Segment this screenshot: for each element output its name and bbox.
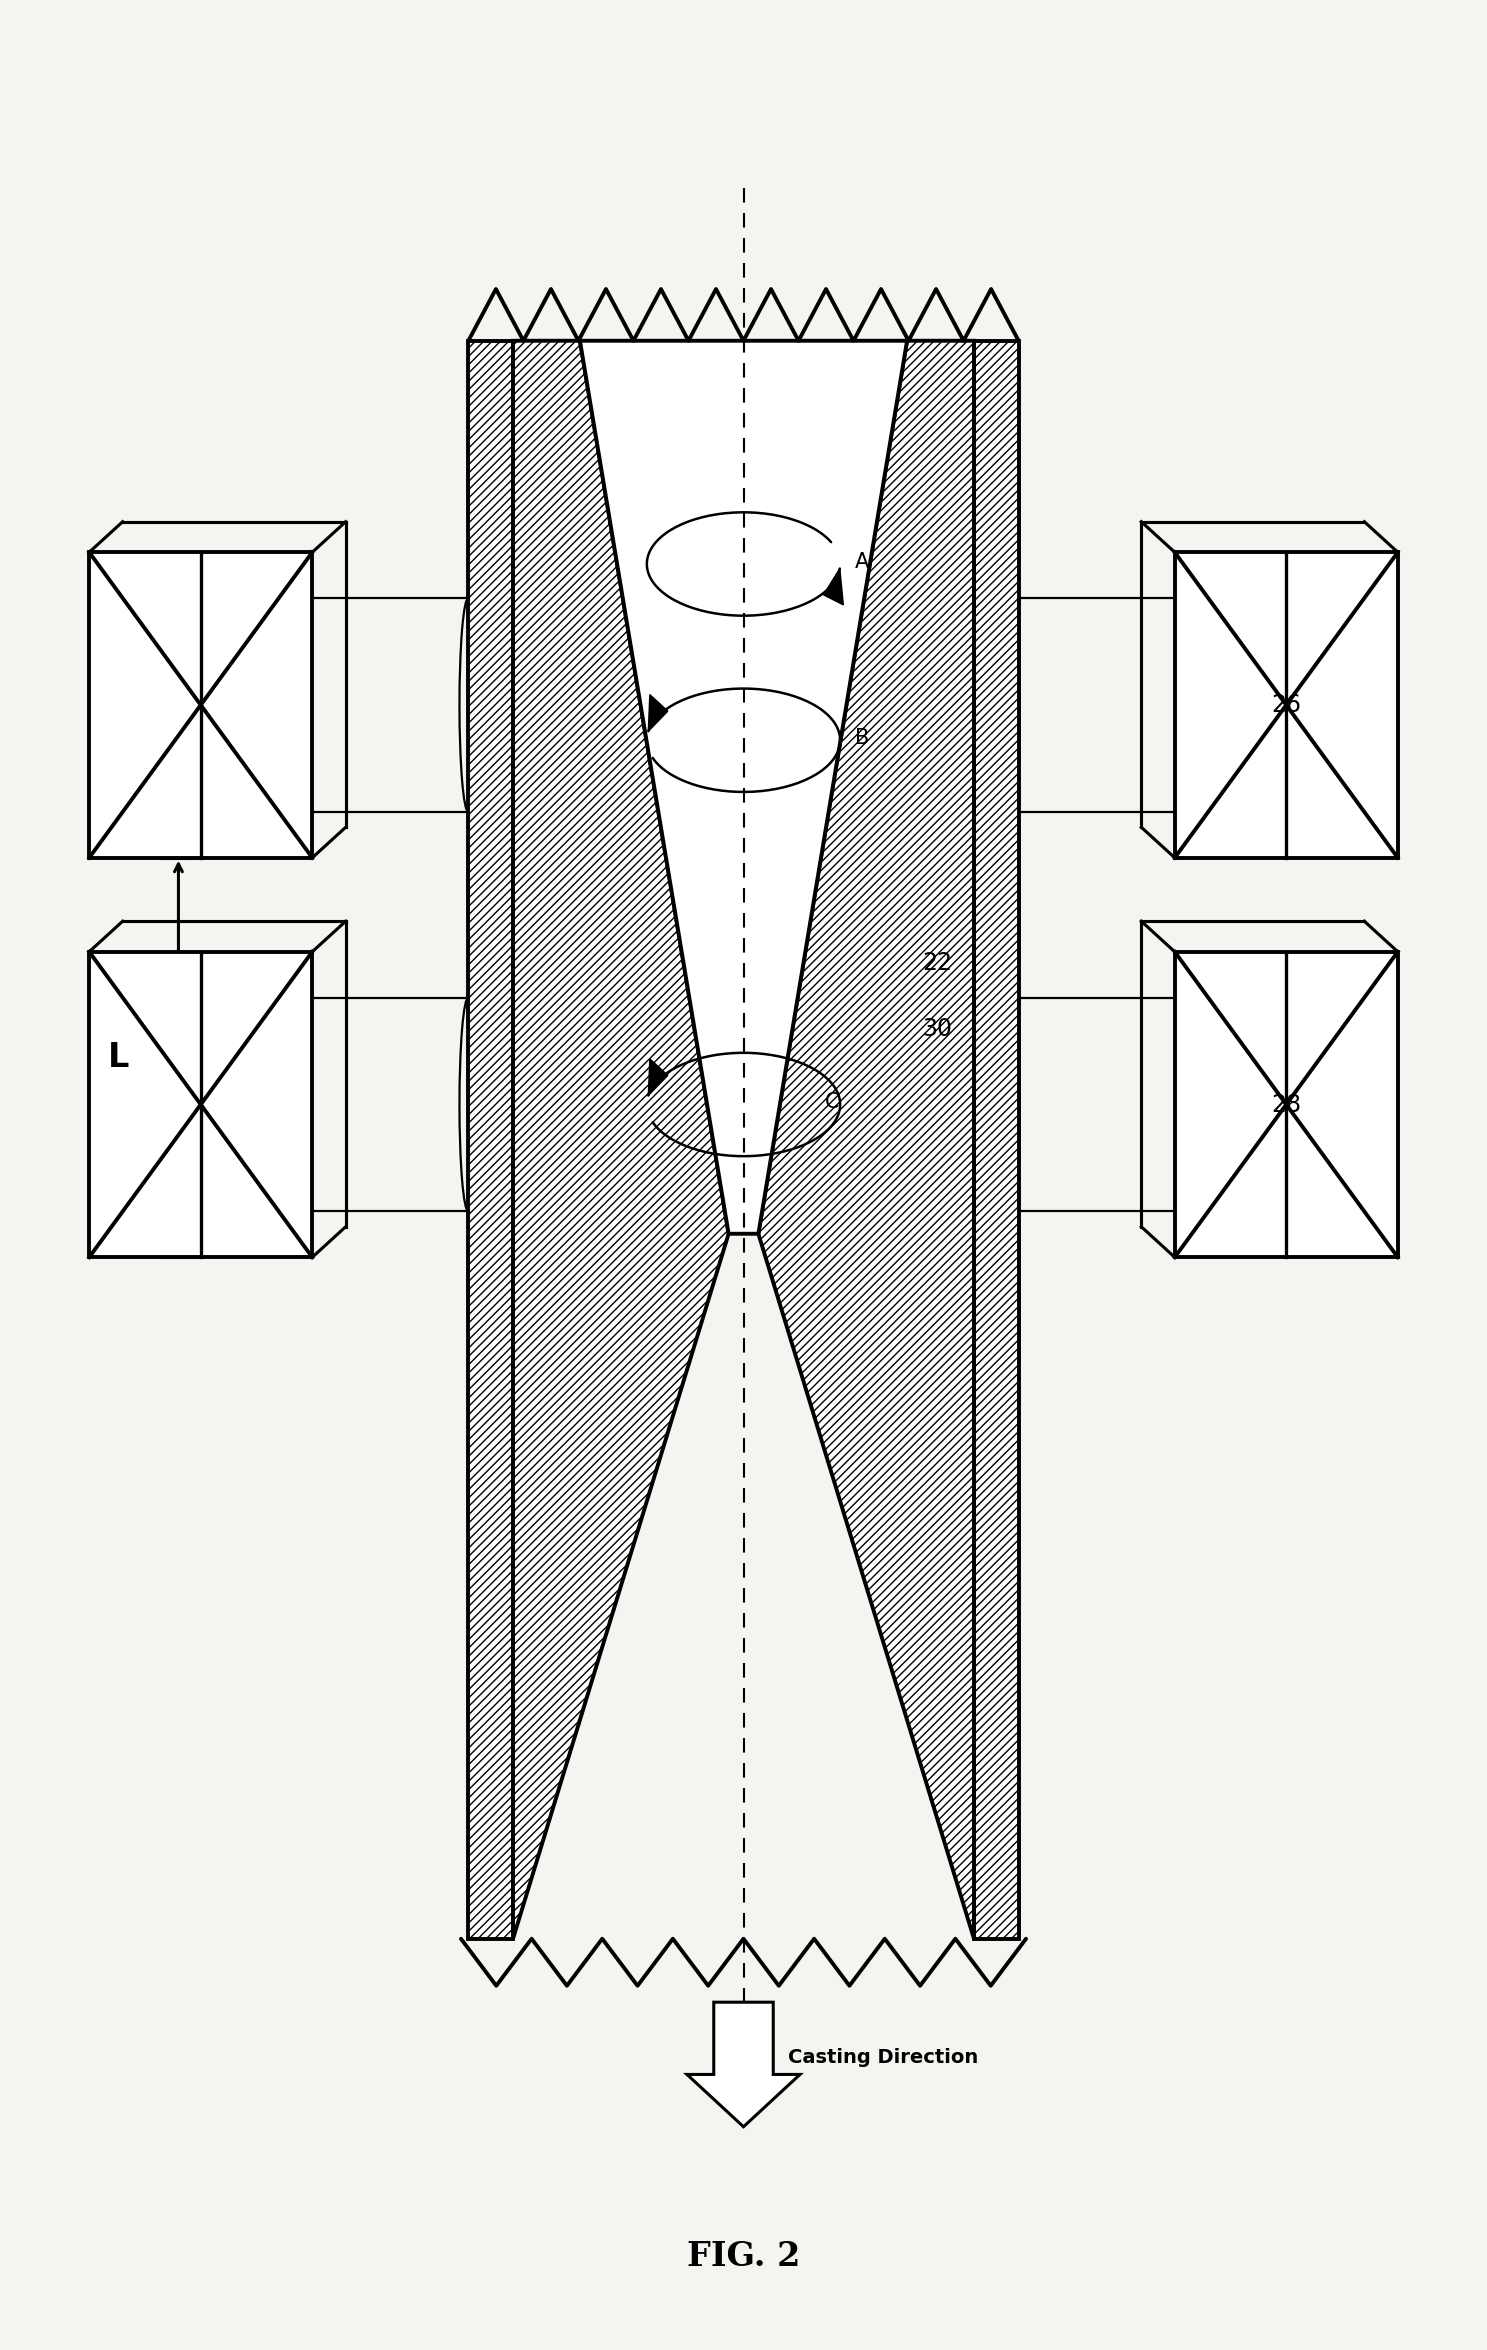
Text: C: C — [825, 1093, 840, 1112]
Polygon shape — [580, 341, 907, 1234]
Polygon shape — [687, 2002, 800, 2127]
Text: 22: 22 — [922, 952, 952, 975]
Polygon shape — [513, 341, 729, 1939]
Text: 30: 30 — [922, 1018, 952, 1041]
Polygon shape — [974, 341, 1019, 1939]
Text: 26: 26 — [1271, 693, 1301, 717]
Bar — [89, 952, 312, 1257]
Text: 28: 28 — [1271, 1093, 1301, 1116]
Bar — [1175, 952, 1398, 1257]
Text: B: B — [855, 728, 870, 747]
Polygon shape — [468, 341, 513, 1939]
Polygon shape — [758, 341, 974, 1939]
Text: A: A — [855, 552, 870, 571]
Polygon shape — [648, 1060, 668, 1095]
Polygon shape — [648, 696, 668, 731]
Bar — [1175, 552, 1398, 858]
Text: L: L — [109, 1041, 129, 1074]
Text: Casting Direction: Casting Direction — [788, 2047, 978, 2068]
Text: FIG. 2: FIG. 2 — [687, 2240, 800, 2272]
Bar — [89, 552, 312, 858]
Polygon shape — [824, 569, 843, 604]
